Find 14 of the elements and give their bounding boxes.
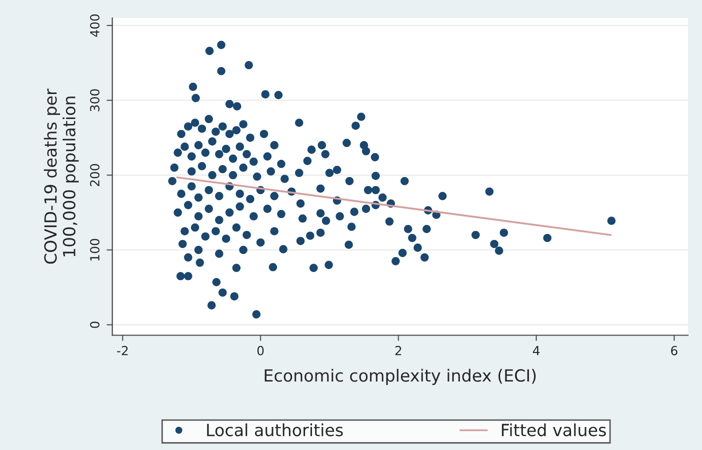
x-axis-title: Economic complexity index (ECI) [264,368,536,386]
x-tick-label: 0 [257,346,264,356]
y-tick-label: 200 [90,164,100,186]
y-tick-label: 100 [90,238,100,261]
y-tick-label: 400 [90,14,100,37]
y-axis-title: COVID-19 deaths per 100,000 population [44,88,79,264]
x-tick-label: 6 [671,346,678,356]
x-tick-label: 2 [395,346,402,356]
legend-label: Local authorities [207,423,343,436]
y-tick-label: 0 [90,322,100,328]
x-tick-label: 4 [532,346,540,356]
legend-label: Fitted values [502,423,606,436]
y-tick-label: 300 [90,89,100,112]
x-tick-label: -2 [117,346,128,356]
